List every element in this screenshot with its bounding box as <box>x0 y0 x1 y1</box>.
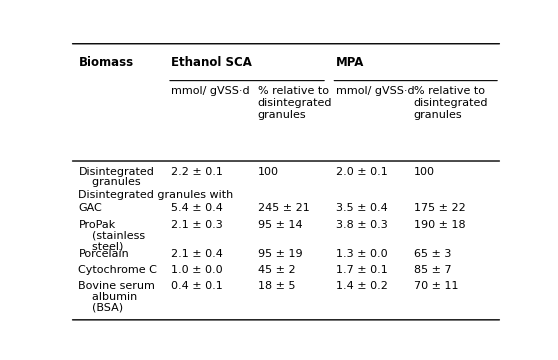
Text: 190 ± 18: 190 ± 18 <box>413 220 465 230</box>
Text: mmol/ gVSS·d: mmol/ gVSS·d <box>171 86 250 96</box>
Text: 18 ± 5: 18 ± 5 <box>258 281 295 291</box>
Text: 95 ± 19: 95 ± 19 <box>258 249 302 259</box>
Text: 2.0 ± 0.1: 2.0 ± 0.1 <box>336 167 387 176</box>
Text: Disintegrated: Disintegrated <box>78 167 154 176</box>
Text: % relative to
disintegrated
granules: % relative to disintegrated granules <box>413 86 488 120</box>
Text: 3.8 ± 0.3: 3.8 ± 0.3 <box>336 220 387 230</box>
Text: mmol/ gVSS·d: mmol/ gVSS·d <box>336 86 415 96</box>
Text: 95 ± 14: 95 ± 14 <box>258 220 302 230</box>
Text: 1.3 ± 0.0: 1.3 ± 0.0 <box>336 249 387 259</box>
Text: MPA: MPA <box>336 56 364 69</box>
Text: 85 ± 7: 85 ± 7 <box>413 265 451 275</box>
Text: 0.4 ± 0.1: 0.4 ± 0.1 <box>171 281 223 291</box>
Text: Cytochrome C: Cytochrome C <box>78 265 157 275</box>
Text: 65 ± 3: 65 ± 3 <box>413 249 451 259</box>
Text: Porcelain: Porcelain <box>78 249 129 259</box>
Text: Disintegrated granules with: Disintegrated granules with <box>78 190 234 200</box>
Text: Ethanol SCA: Ethanol SCA <box>171 56 252 69</box>
Text: granules: granules <box>78 177 141 187</box>
Text: (BSA): (BSA) <box>78 302 123 312</box>
Text: 245 ± 21: 245 ± 21 <box>258 203 310 213</box>
Text: 2.2 ± 0.1: 2.2 ± 0.1 <box>171 167 223 176</box>
Text: 70 ± 11: 70 ± 11 <box>413 281 458 291</box>
Text: Bovine serum: Bovine serum <box>78 281 155 291</box>
Text: 45 ± 2: 45 ± 2 <box>258 265 296 275</box>
Text: 3.5 ± 0.4: 3.5 ± 0.4 <box>336 203 387 213</box>
Text: GAC: GAC <box>78 203 102 213</box>
Text: 5.4 ± 0.4: 5.4 ± 0.4 <box>171 203 223 213</box>
Text: (stainless: (stainless <box>78 231 146 240</box>
Text: ProPak: ProPak <box>78 220 116 230</box>
Text: steel): steel) <box>78 241 124 251</box>
Text: 100: 100 <box>258 167 279 176</box>
Text: 2.1 ± 0.4: 2.1 ± 0.4 <box>171 249 223 259</box>
Text: albumin: albumin <box>78 292 138 302</box>
Text: 100: 100 <box>413 167 435 176</box>
Text: 1.7 ± 0.1: 1.7 ± 0.1 <box>336 265 387 275</box>
Text: 175 ± 22: 175 ± 22 <box>413 203 465 213</box>
Text: 1.4 ± 0.2: 1.4 ± 0.2 <box>336 281 388 291</box>
Text: 2.1 ± 0.3: 2.1 ± 0.3 <box>171 220 223 230</box>
Text: % relative to
disintegrated
granules: % relative to disintegrated granules <box>258 86 333 120</box>
Text: 1.0 ± 0.0: 1.0 ± 0.0 <box>171 265 223 275</box>
Text: Biomass: Biomass <box>78 56 133 69</box>
